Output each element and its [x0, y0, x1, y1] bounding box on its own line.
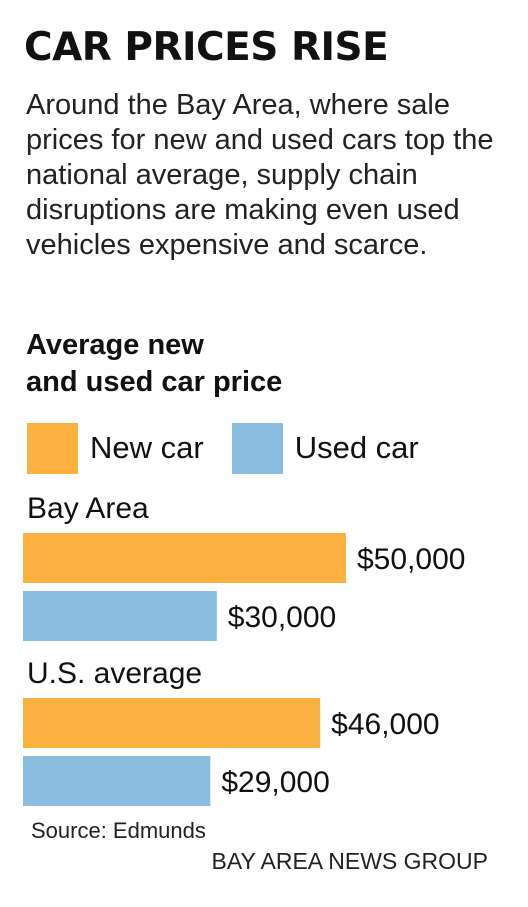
- legend-label-used-car: Used car: [294, 430, 419, 465]
- legend-swatch-new-car: [27, 422, 78, 474]
- legend-label-new-car: New car: [90, 430, 204, 465]
- legend-item-used-car: Used car: [231, 422, 419, 474]
- value-label-new-0: $50,000: [357, 543, 465, 576]
- chart-title-line-2: and used car price: [26, 366, 283, 398]
- dek-text: Around the Bay Area, where sale prices f…: [26, 89, 494, 261]
- chart-title: Average new and used car price: [26, 327, 506, 401]
- bar-used-0: [23, 591, 217, 641]
- bar-new-1: [23, 698, 321, 748]
- group-label-1: U.S. average: [27, 657, 202, 690]
- value-label-new-1: $46,000: [331, 708, 439, 741]
- value-label-used-0: $30,000: [228, 601, 336, 634]
- group-label-0: Bay Area: [27, 492, 149, 525]
- headline: CAR PRICES RISE: [24, 25, 389, 70]
- source-note: Source: Edmunds: [31, 818, 206, 843]
- credit-line: BAY AREA NEWS GROUP: [211, 848, 488, 874]
- legend-swatch-used-car: [231, 422, 283, 474]
- value-label-used-1: $29,000: [221, 766, 329, 799]
- bar-new-0: [23, 533, 346, 583]
- chart-title-line-1: Average new: [26, 329, 204, 361]
- bar-used-1: [23, 756, 211, 806]
- legend: New car Used car: [27, 422, 447, 474]
- bar-chart: Bay Area $50,000 $30,000 U.S. average $46,00…: [23, 492, 465, 806]
- legend-item-new-car: New car: [27, 422, 204, 474]
